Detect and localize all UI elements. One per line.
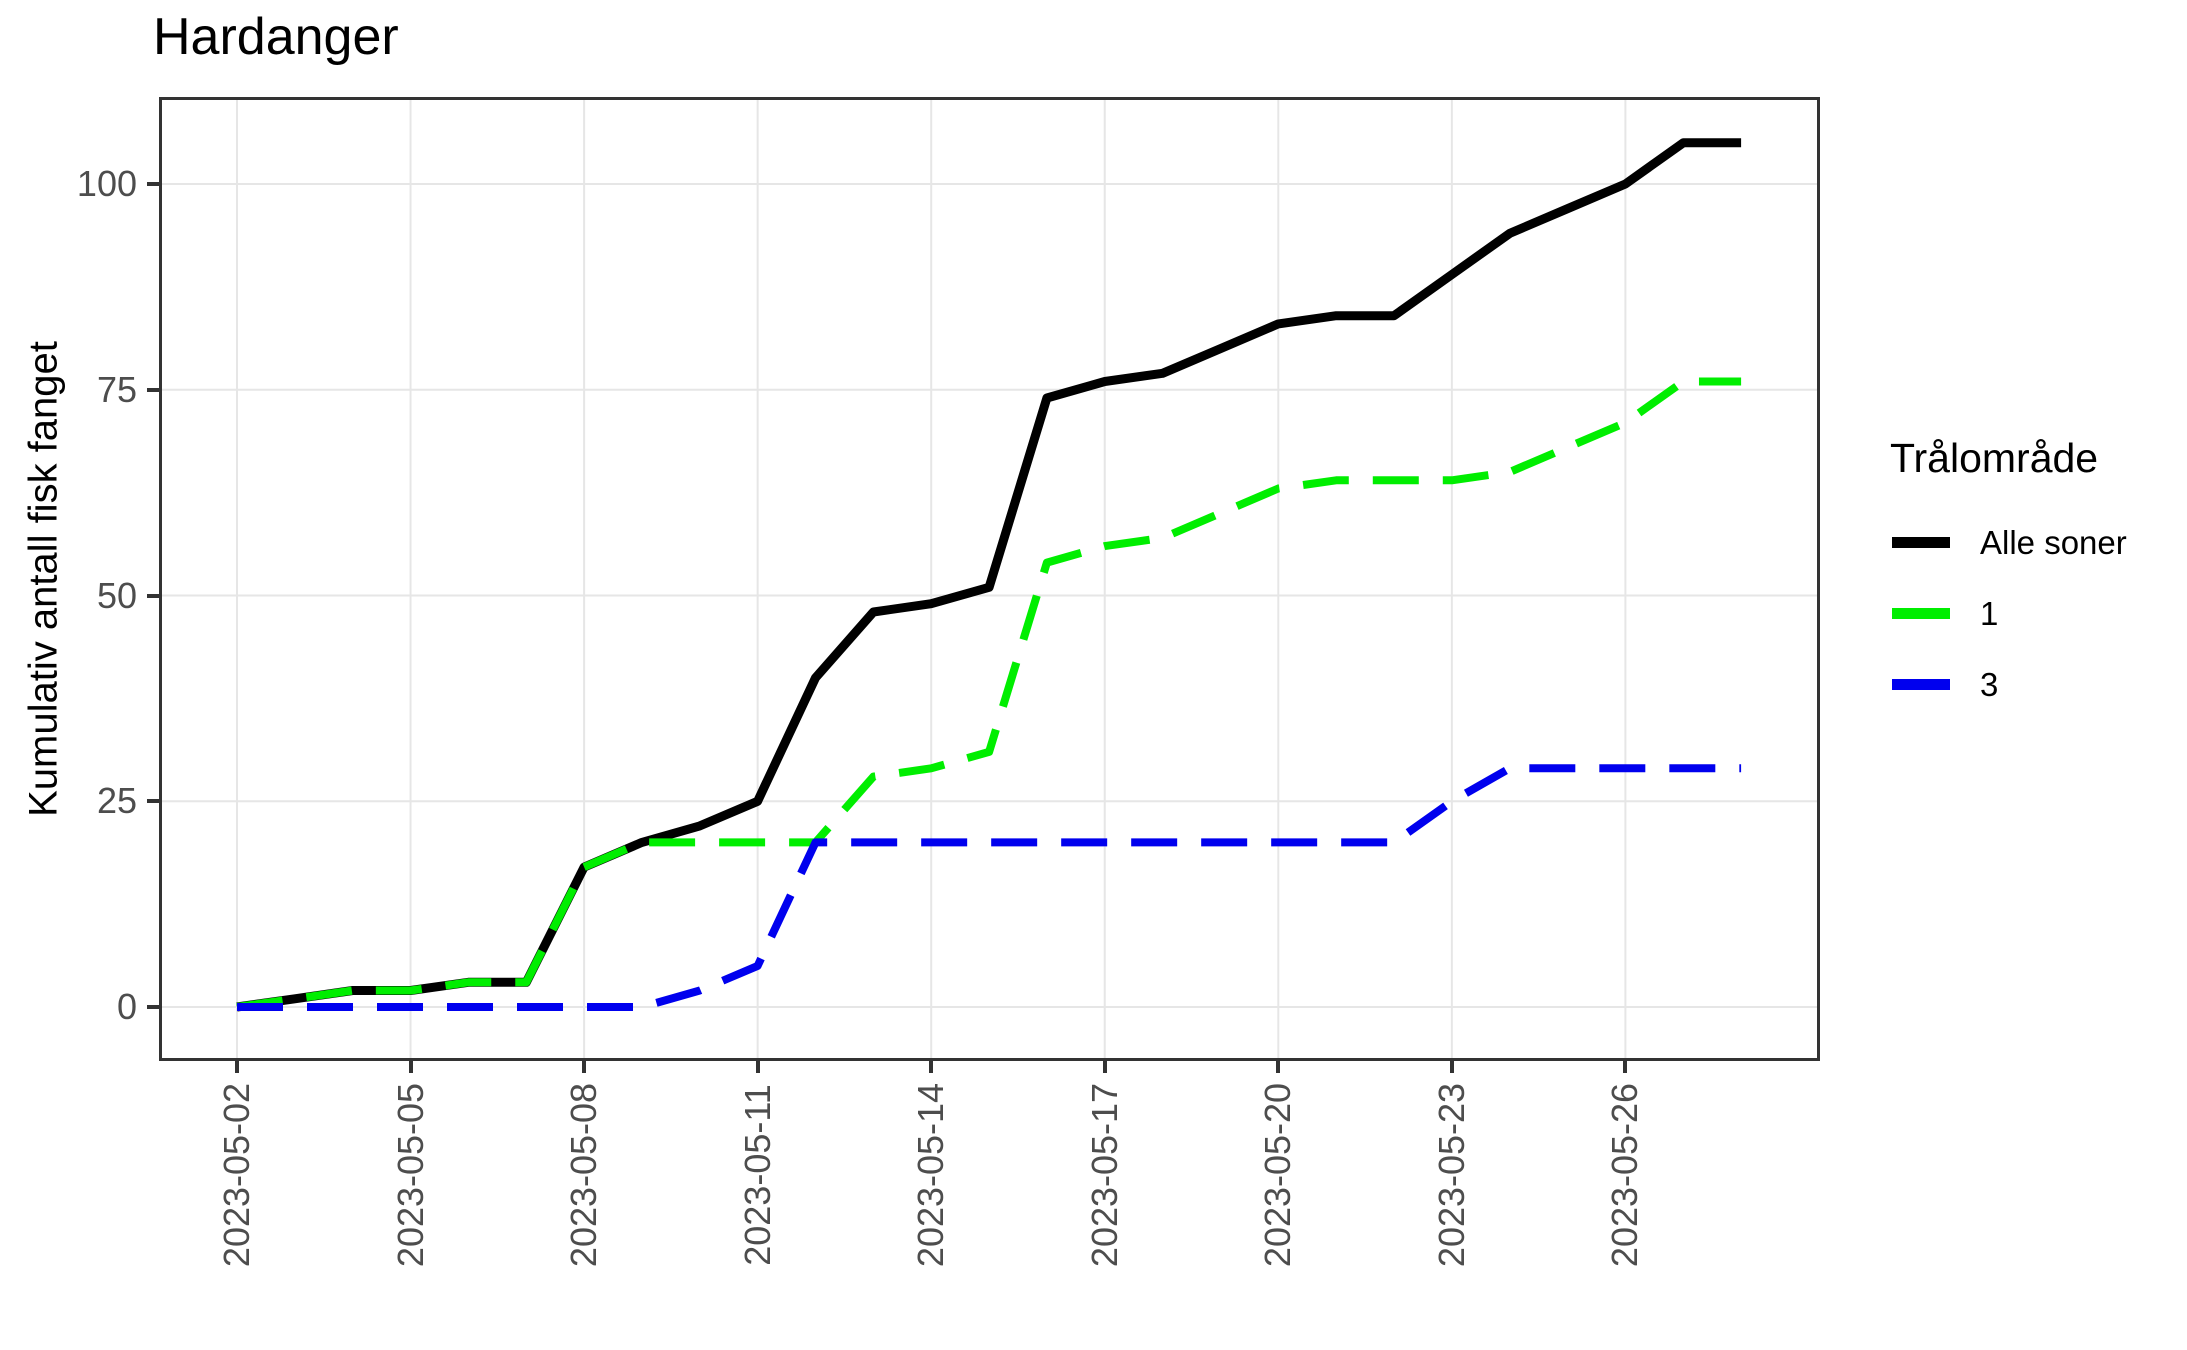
x-tick-mark	[408, 1058, 413, 1073]
y-tick-mark	[147, 182, 162, 186]
legend-line-swatch	[1892, 678, 1950, 690]
legend-title: Trålområde	[1890, 435, 2099, 481]
y-tick-label: 25	[96, 780, 137, 822]
y-tick-mark	[147, 1005, 162, 1009]
legend-row: 3	[1892, 664, 1998, 704]
x-tick-label: 2023-05-14	[910, 1082, 952, 1268]
x-tick-label: 2023-05-26	[1604, 1082, 1646, 1268]
x-tick-label: 2023-05-17	[1083, 1082, 1125, 1268]
x-tick-mark	[1276, 1058, 1281, 1073]
x-tick-label: 2023-05-23	[1430, 1082, 1472, 1268]
series-line-3	[237, 764, 1742, 1011]
x-tick-mark	[235, 1058, 239, 1073]
legend-label: 1	[1980, 594, 1999, 632]
plot-panel	[159, 97, 1820, 1061]
x-tick-label: 2023-05-05	[389, 1082, 431, 1268]
y-tick-label: 75	[96, 368, 137, 410]
legend-line-swatch	[1892, 607, 1950, 619]
y-tick-mark	[147, 387, 162, 392]
legend-label: 3	[1980, 665, 1999, 703]
x-tick-mark	[1449, 1058, 1454, 1073]
x-tick-mark	[1623, 1058, 1628, 1073]
x-tick-label: 2023-05-20	[1257, 1082, 1299, 1268]
x-tick-label: 2023-05-08	[563, 1082, 605, 1268]
y-tick-label: 50	[96, 574, 137, 616]
legend-row: 1	[1892, 593, 1998, 633]
x-tick-mark	[1102, 1058, 1107, 1073]
plot-area-svg	[162, 100, 1817, 1058]
legend-row: Alle soner	[1892, 522, 2127, 562]
y-tick-label: 0	[116, 986, 137, 1027]
x-tick-mark	[755, 1058, 760, 1073]
series-line-alle-soner	[236, 138, 1742, 1012]
y-tick-mark	[147, 799, 162, 804]
chart-title: Hardanger	[153, 8, 399, 66]
series-line-1	[236, 377, 1742, 1011]
x-tick-label: 2023-05-02	[216, 1082, 257, 1268]
x-tick-mark	[929, 1058, 934, 1073]
legend-line-swatch	[1892, 536, 1950, 548]
y-tick-label: 100	[76, 163, 137, 204]
legend-label: Alle soner	[1980, 523, 2127, 561]
x-tick-mark	[582, 1058, 587, 1073]
x-tick-label: 2023-05-11	[736, 1084, 778, 1266]
y-tick-mark	[147, 593, 162, 598]
